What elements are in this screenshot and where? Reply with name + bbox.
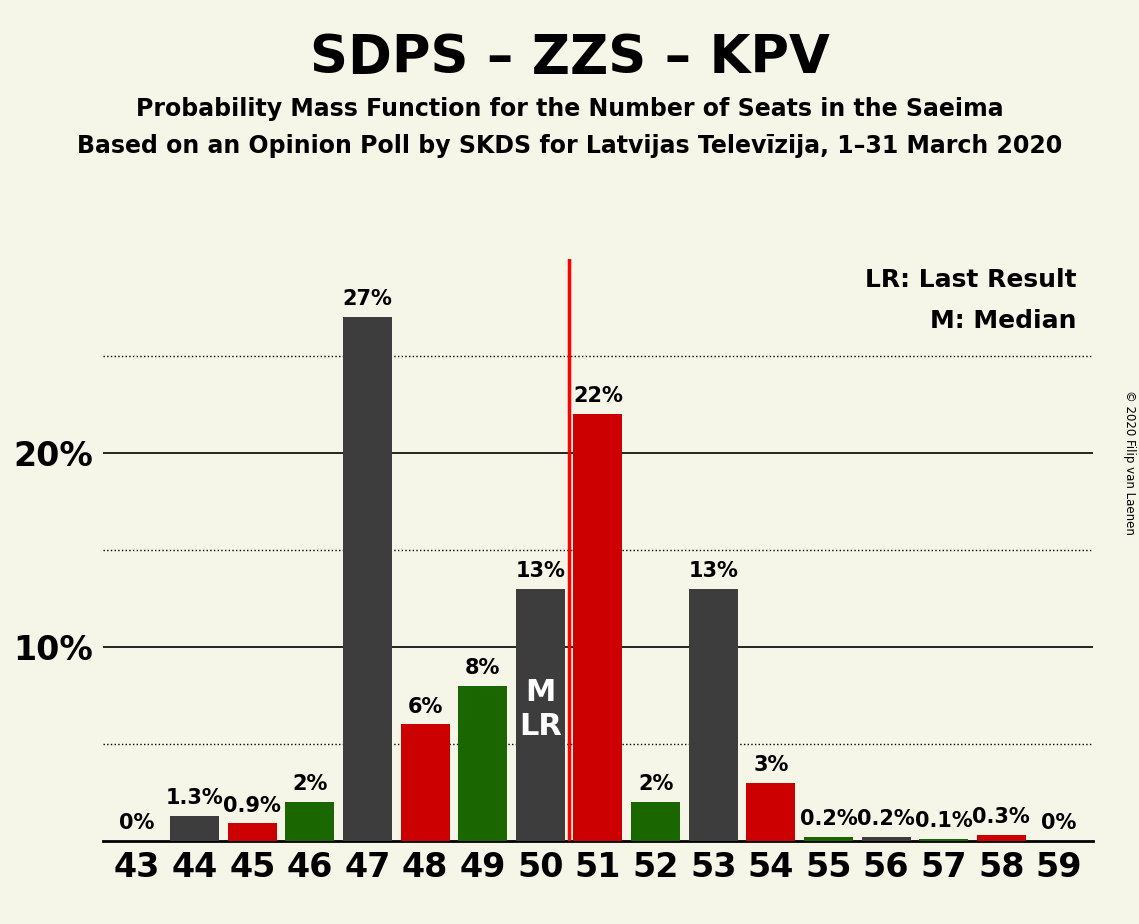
Text: 3%: 3% xyxy=(753,755,788,775)
Text: 8%: 8% xyxy=(465,658,500,678)
Bar xyxy=(343,317,392,841)
Text: 0.2%: 0.2% xyxy=(858,809,915,829)
Text: 27%: 27% xyxy=(343,289,393,310)
Bar xyxy=(574,414,622,841)
Text: Probability Mass Function for the Number of Seats in the Saeima: Probability Mass Function for the Number… xyxy=(136,97,1003,121)
Text: 1.3%: 1.3% xyxy=(166,788,223,808)
Bar xyxy=(516,589,565,841)
Bar xyxy=(631,802,680,841)
Text: 2%: 2% xyxy=(293,774,328,795)
Bar xyxy=(458,686,507,841)
Text: SDPS – ZZS – KPV: SDPS – ZZS – KPV xyxy=(310,32,829,84)
Bar xyxy=(861,837,910,841)
Text: 13%: 13% xyxy=(688,561,738,581)
Bar xyxy=(401,724,450,841)
Text: M
LR: M LR xyxy=(519,678,562,741)
Text: 13%: 13% xyxy=(516,561,565,581)
Bar xyxy=(228,823,277,841)
Text: 6%: 6% xyxy=(408,697,443,717)
Text: 2%: 2% xyxy=(638,774,673,795)
Bar xyxy=(919,839,968,841)
Text: Based on an Opinion Poll by SKDS for Latvijas Televīzija, 1–31 March 2020: Based on an Opinion Poll by SKDS for Lat… xyxy=(76,134,1063,158)
Bar xyxy=(286,802,335,841)
Text: © 2020 Filip van Laenen: © 2020 Filip van Laenen xyxy=(1123,390,1137,534)
Bar xyxy=(804,837,853,841)
Text: 0%: 0% xyxy=(120,813,155,833)
Text: 0.2%: 0.2% xyxy=(800,809,858,829)
Bar xyxy=(977,835,1026,841)
Text: 22%: 22% xyxy=(573,386,623,407)
Text: 0.3%: 0.3% xyxy=(973,808,1030,827)
Bar xyxy=(746,783,795,841)
Text: M: Median: M: Median xyxy=(929,310,1076,334)
Text: 0.1%: 0.1% xyxy=(915,811,973,832)
Bar xyxy=(689,589,738,841)
Bar xyxy=(170,816,219,841)
Text: 0.9%: 0.9% xyxy=(223,796,281,816)
Text: LR: Last Result: LR: Last Result xyxy=(865,268,1076,292)
Text: 0%: 0% xyxy=(1041,813,1076,833)
